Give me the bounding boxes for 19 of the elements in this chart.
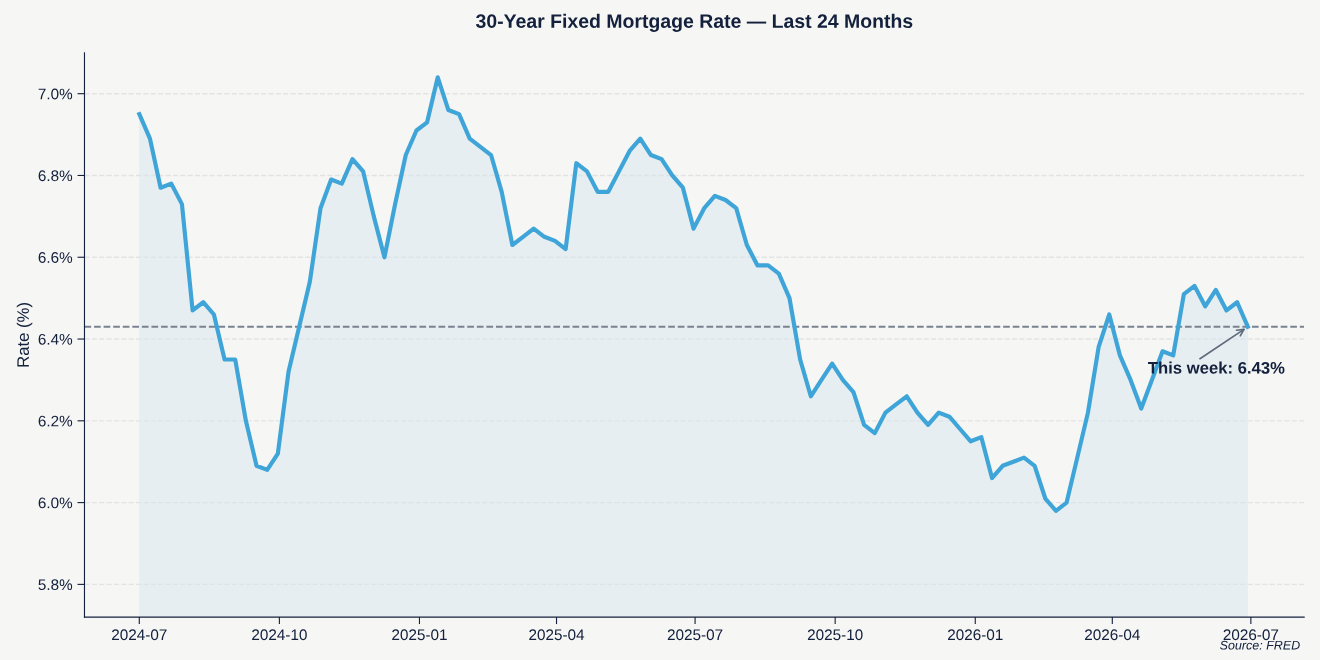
x-tick-label: 2025-07 bbox=[667, 629, 723, 641]
x-tick-label: 2026-07 bbox=[1223, 629, 1279, 641]
y-tick-label: 6.0% bbox=[38, 497, 73, 509]
x-tick-label: 2026-04 bbox=[1085, 629, 1140, 641]
y-tick-label: 6.2% bbox=[38, 415, 73, 427]
y-tick-label: 5.8% bbox=[38, 579, 73, 591]
x-tick-label: 2024-07 bbox=[112, 629, 167, 641]
x-tick-label: 2024-10 bbox=[252, 629, 307, 641]
y-tick-label: 6.8% bbox=[38, 170, 73, 182]
y-tick-label: 6.6% bbox=[38, 252, 73, 263]
y-tick-label: 7.0% bbox=[38, 88, 73, 100]
x-tick-label: 2025-10 bbox=[807, 629, 863, 641]
y-tick-label: 6.4% bbox=[38, 333, 73, 345]
y-axis-title: Rate (%) bbox=[16, 303, 33, 367]
x-tick-label: 2026-01 bbox=[948, 629, 1003, 641]
x-tick-label: 2025-04 bbox=[529, 629, 585, 641]
chart-title: 30-Year Fixed Mortgage Rate — Last 24 Months bbox=[475, 13, 913, 32]
x-tick-label: 2025-01 bbox=[392, 629, 447, 641]
source-note: Source: FRED bbox=[1219, 640, 1300, 650]
